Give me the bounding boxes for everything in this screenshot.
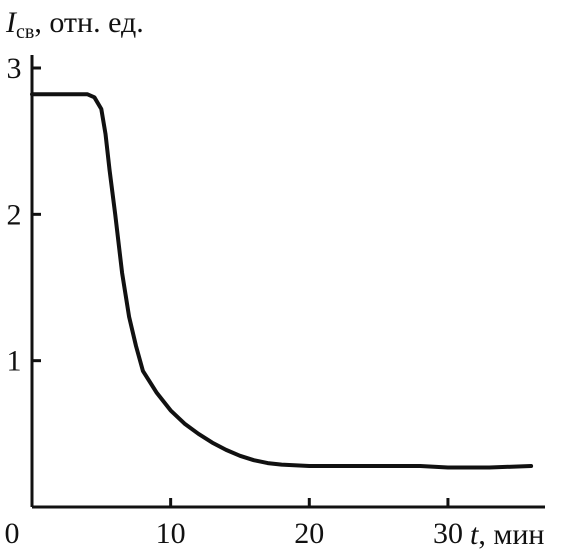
x-axis-label: t, мин: [470, 518, 544, 551]
x-tick-label-20: 20: [294, 517, 324, 550]
y-axis-label: Iсв, отн. ед.: [5, 6, 144, 43]
y-axis-subscript: св: [16, 21, 34, 43]
x-tick-label-0: 0: [5, 517, 20, 550]
x-tick-label-10: 10: [156, 517, 186, 550]
y-axis-unit: , отн. ед.: [34, 6, 143, 39]
y-tick-label-2: 2: [7, 198, 22, 231]
x-axis-unit: , мин: [478, 518, 544, 551]
x-tick-label-30: 30: [433, 517, 463, 550]
y-axis-symbol: I: [5, 6, 18, 39]
x-axis-symbol: t: [470, 518, 479, 551]
y-tick-label-1: 1: [7, 345, 22, 378]
tick-labels: 0 10 20 30 1 2 3: [5, 52, 463, 550]
ticks: [32, 66, 450, 507]
series-line: [30, 92, 534, 470]
y-tick-label-3: 3: [7, 52, 22, 85]
